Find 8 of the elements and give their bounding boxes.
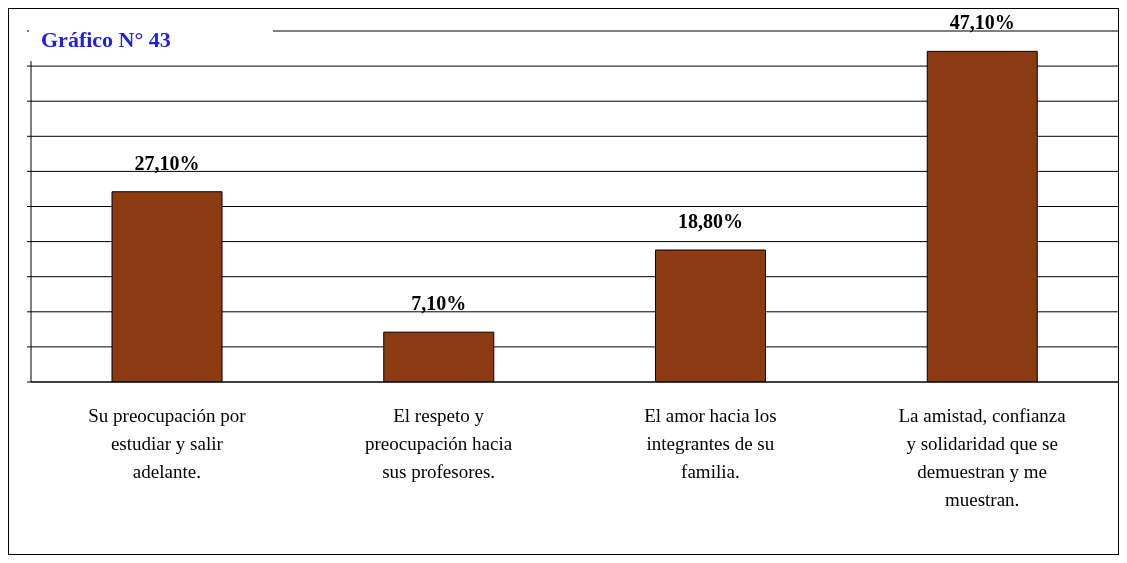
data-label: 18,80% bbox=[678, 210, 743, 233]
data-label: 47,10% bbox=[949, 11, 1015, 34]
x-tick-label: El amor hacia los integrantes de su familia. bbox=[644, 405, 777, 482]
x-tick-label: Su preocupación por estudiar y salir adelante. bbox=[88, 405, 247, 482]
data-label: 27,10% bbox=[134, 151, 200, 174]
x-tick-label: El respeto y preocupación hacia sus profesores. bbox=[365, 405, 513, 482]
data-label: 7,10% bbox=[411, 292, 467, 315]
x-tick-label: La amistad, confianza y solidaridad que se demuestran y me muestran. bbox=[898, 405, 1067, 510]
